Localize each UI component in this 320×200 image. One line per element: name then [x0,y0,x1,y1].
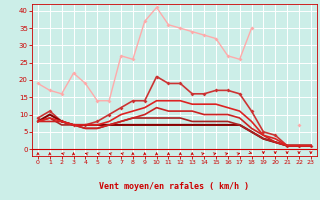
X-axis label: Vent moyen/en rafales ( km/h ): Vent moyen/en rafales ( km/h ) [100,182,249,191]
